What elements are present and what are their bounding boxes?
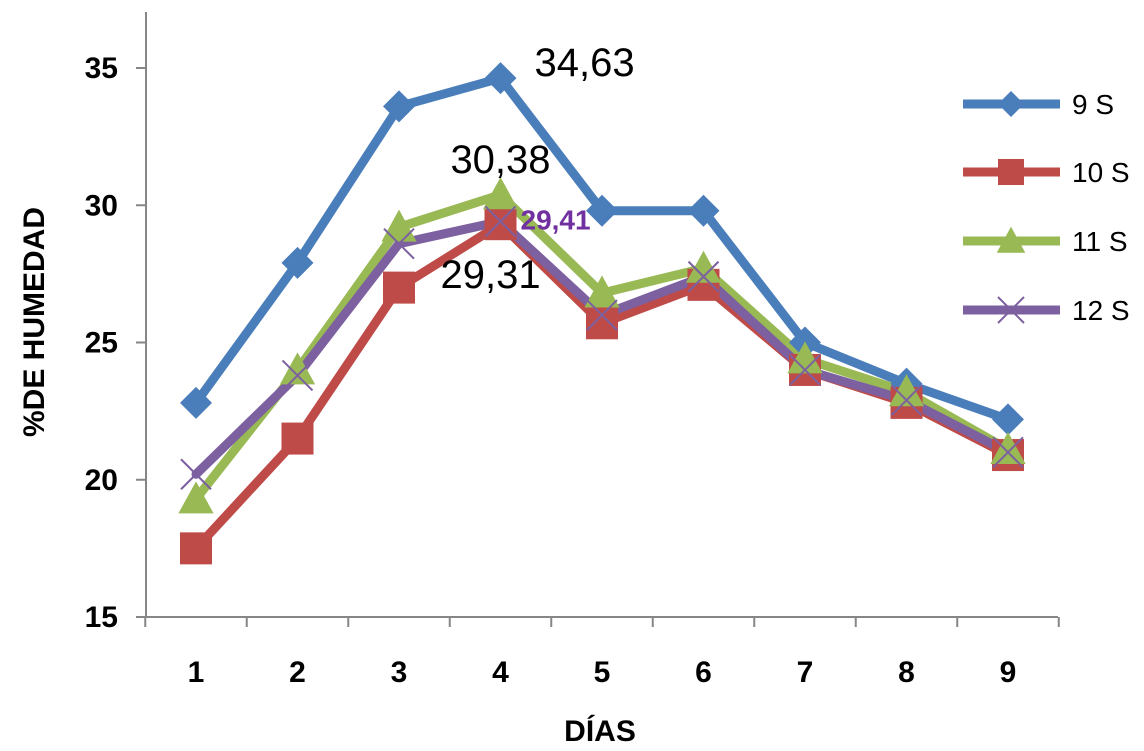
- annotations: 34,63 30,38 29,41 29,31: [441, 41, 635, 297]
- data-label: 30,38: [450, 138, 550, 182]
- data-point: [888, 374, 925, 407]
- legend-item: 12 S: [963, 295, 1130, 326]
- data-point: [279, 352, 316, 385]
- data-point: [383, 227, 415, 260]
- x-tick-label: 2: [289, 656, 306, 689]
- data-point: [281, 246, 314, 279]
- legend-label: 12 S: [1072, 295, 1130, 326]
- data-label: 29,41: [521, 204, 591, 235]
- x-tick-label: 1: [188, 656, 205, 689]
- x-tick-label: 5: [594, 656, 611, 689]
- data-point: [383, 271, 415, 304]
- data-point: [687, 194, 720, 227]
- x-tick-label: 6: [695, 656, 712, 689]
- data-point: [787, 341, 823, 374]
- data-point: [789, 354, 821, 386]
- data-point: [281, 422, 314, 455]
- data-point: [178, 481, 214, 514]
- data-label: 29,31: [441, 253, 541, 297]
- data-point: [484, 205, 517, 238]
- legend-marker: [998, 159, 1024, 185]
- y-axis-title: %DE HUMEDAD: [18, 207, 51, 437]
- x-ticks: 1 2 3 4 5 6 7 8 9: [144, 617, 1060, 689]
- y-tick-label: 25: [85, 327, 118, 360]
- legend-label: 9 S: [1072, 89, 1114, 120]
- legend-marker: [998, 91, 1024, 117]
- y-tick-label: 15: [85, 601, 118, 634]
- y-ticks: 15 20 25 30 35: [85, 52, 146, 634]
- data-point: [180, 458, 212, 490]
- series-line-4: [191, 216, 1013, 479]
- legend: 9 S 10 S 11 S 12 S: [963, 89, 1130, 326]
- data-point: [383, 90, 415, 123]
- data-point: [180, 532, 212, 565]
- data-point: [586, 194, 618, 227]
- y-tick-label: 30: [85, 189, 118, 222]
- data-point: [990, 431, 1026, 464]
- data-point: [685, 250, 722, 283]
- data-point: [180, 386, 212, 419]
- data-point: [992, 403, 1024, 436]
- axes: [145, 12, 1058, 618]
- data-point: [584, 275, 620, 308]
- data-label: 34,63: [535, 41, 635, 85]
- data-point: [890, 384, 923, 416]
- legend-item: 10 S: [963, 157, 1130, 188]
- data-point: [992, 436, 1024, 469]
- legend-marker: [997, 296, 1025, 324]
- y-tick-label: 35: [85, 52, 118, 85]
- y-tick-label: 20: [85, 464, 118, 497]
- x-tick-label: 4: [492, 656, 509, 689]
- data-point: [484, 208, 517, 241]
- x-tick-label: 8: [898, 656, 915, 689]
- data-point: [586, 299, 618, 331]
- series-line-1: [191, 73, 1013, 424]
- x-tick-label: 9: [1000, 656, 1017, 689]
- legend-item: 11 S: [963, 226, 1128, 257]
- legend-label: 11 S: [1072, 226, 1128, 257]
- data-point: [687, 260, 720, 293]
- data-point: [281, 359, 314, 392]
- series-markers: [178, 62, 1026, 565]
- x-tick-label: 7: [797, 656, 814, 689]
- legend-item: 9 S: [963, 89, 1114, 120]
- x-axis-title: DÍAS: [564, 714, 636, 748]
- x-tick-label: 3: [391, 656, 408, 689]
- legend-label: 10 S: [1072, 157, 1130, 188]
- legend-marker: [996, 226, 1026, 253]
- data-point: [484, 62, 517, 95]
- data-point: [586, 307, 618, 340]
- data-point: [482, 177, 519, 210]
